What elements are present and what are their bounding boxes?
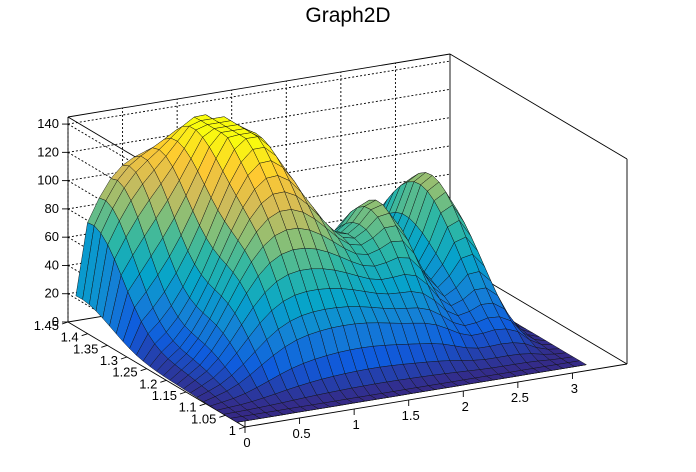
z-tick-label: 20 (45, 286, 59, 301)
y-tick-label: 1.25 (112, 365, 137, 380)
y-tick-mark (61, 321, 69, 325)
y-tick-mark (238, 426, 246, 430)
x-tick-label: 1.5 (402, 408, 420, 423)
z-tick-label: 140 (37, 116, 59, 131)
surface-skirt-cell (574, 364, 587, 367)
top-back-edge (67, 53, 451, 118)
y-tick-label: 1.15 (152, 388, 177, 403)
y-tick-label: 1.35 (73, 341, 98, 356)
z-tick-label: 0 (52, 314, 59, 329)
y-tick-label: 1.4 (61, 330, 79, 345)
z-tick-label: 60 (45, 229, 59, 244)
y-tick-mark (160, 379, 167, 383)
z-tick-label: 100 (37, 173, 59, 188)
z-tick-label: 40 (45, 257, 59, 272)
y-tick-mark (81, 333, 88, 337)
x-axis-line (244, 363, 628, 428)
y-tick-mark (219, 414, 226, 418)
y-tick-mark (179, 391, 187, 395)
y-tick-label: 1.1 (179, 400, 197, 415)
top-right-edge (449, 53, 628, 160)
y-tick-mark (140, 368, 147, 372)
y-tick-label: 1 (229, 423, 236, 438)
chart-title: Graph2D (305, 4, 391, 27)
y-tick-mark (120, 356, 128, 360)
y-tick-label: 1.45 (34, 318, 59, 333)
x-tick-label: 0 (243, 435, 250, 450)
x-tick-label: 2.5 (511, 390, 529, 405)
y-tick-mark (101, 344, 108, 348)
y-tick-label: 1.3 (100, 353, 118, 368)
x-tick-label: 0.5 (293, 426, 311, 441)
x-tick-label: 1 (353, 417, 360, 432)
x-tick-label: 3 (571, 381, 578, 396)
y-tick-label: 1.2 (139, 376, 157, 391)
z-gridline-back (67, 88, 451, 153)
y-tick-mark (199, 403, 206, 407)
x-tick-label: 2 (462, 399, 469, 414)
z-tick-label: 80 (45, 201, 59, 216)
axis-ticks: 02040608010012014000.511.522.5311.051.11… (34, 116, 578, 450)
surface-mesh (75, 114, 588, 423)
z-tick-label: 120 (37, 144, 59, 159)
y-tick-label: 1.05 (191, 411, 216, 426)
z-gridline-back (67, 60, 451, 125)
